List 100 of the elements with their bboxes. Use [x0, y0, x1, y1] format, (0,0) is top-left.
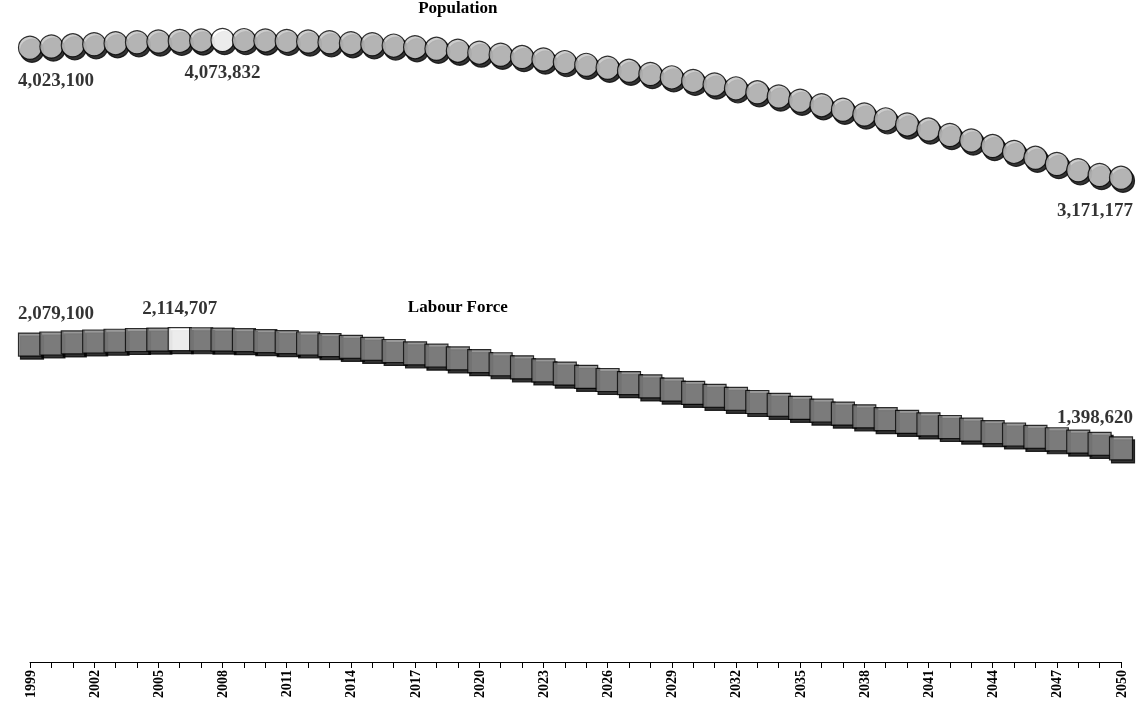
point — [509, 44, 535, 70]
point — [531, 47, 556, 72]
point — [1087, 431, 1112, 457]
data-label: 1,398,620 — [1057, 406, 1133, 428]
point — [552, 361, 577, 386]
point — [830, 97, 855, 122]
point — [852, 102, 877, 127]
point — [210, 27, 235, 53]
data-label: 4,023,100 — [18, 68, 94, 90]
point — [980, 133, 1005, 159]
point — [39, 34, 64, 59]
point — [274, 28, 299, 53]
point — [745, 80, 770, 105]
point — [638, 61, 663, 87]
x-tick-label: 2008 — [215, 670, 231, 698]
point — [39, 331, 64, 356]
x-tick-label: 2044 — [985, 670, 1001, 698]
point — [1023, 145, 1048, 170]
x-tick-label: 2038 — [856, 670, 872, 698]
point — [574, 52, 599, 77]
point — [702, 72, 727, 97]
point — [253, 28, 278, 53]
point — [82, 32, 107, 57]
point — [210, 327, 235, 352]
point — [253, 328, 278, 354]
point — [231, 28, 257, 53]
point — [103, 328, 128, 353]
point — [360, 32, 385, 57]
x-tick-label: 2020 — [471, 670, 487, 698]
data-label: 4,073,832 — [184, 61, 261, 83]
point — [809, 398, 834, 423]
x-tick-label: 1999 — [22, 670, 38, 698]
point — [1087, 162, 1112, 188]
x-tick-label: 2011 — [279, 670, 295, 698]
point — [766, 84, 791, 109]
point — [360, 336, 385, 361]
point — [595, 55, 620, 80]
point — [788, 88, 813, 113]
point — [916, 117, 941, 142]
point — [146, 327, 171, 352]
x-tick-label: 2032 — [728, 670, 744, 698]
point — [381, 33, 406, 58]
x-tick-label: 2017 — [407, 670, 423, 698]
point — [873, 107, 898, 132]
point — [60, 330, 85, 355]
point — [402, 35, 428, 60]
x-tick-label: 2050 — [1113, 670, 1129, 698]
point — [531, 358, 556, 383]
point — [959, 128, 984, 153]
series-label: Labour Force — [407, 297, 509, 317]
data-label: 2,114,707 — [142, 297, 218, 319]
x-tick-label: 2026 — [600, 670, 616, 698]
point — [445, 38, 470, 63]
point — [189, 28, 214, 53]
point — [916, 412, 941, 437]
point — [467, 40, 492, 65]
x-tick-label: 2029 — [664, 670, 680, 698]
point — [895, 112, 920, 137]
data-label: 3,171,177 — [1057, 198, 1134, 220]
point — [488, 42, 513, 67]
point — [1108, 436, 1134, 461]
x-tick-label: 2041 — [920, 670, 936, 698]
point — [167, 28, 192, 53]
point — [638, 374, 663, 399]
point — [937, 122, 962, 148]
point — [552, 50, 577, 75]
point — [723, 76, 749, 101]
point — [317, 332, 342, 358]
point — [17, 35, 43, 60]
point — [296, 29, 321, 54]
x-tick-label: 2002 — [86, 670, 102, 698]
point — [745, 389, 770, 415]
point — [980, 419, 1005, 445]
point — [1108, 165, 1134, 190]
point — [681, 68, 706, 93]
point — [852, 404, 877, 429]
x-tick-label: 2047 — [1049, 670, 1065, 698]
data-label: 2,079,100 — [18, 302, 94, 324]
point — [702, 383, 727, 408]
point — [103, 31, 128, 56]
point — [317, 30, 342, 55]
point — [1023, 424, 1048, 450]
point — [659, 377, 684, 402]
point — [659, 65, 684, 90]
point — [1044, 151, 1069, 177]
point — [616, 58, 642, 83]
point — [124, 30, 150, 55]
point — [338, 31, 363, 56]
x-tick-label: 2005 — [150, 670, 166, 698]
x-tick-label: 2014 — [343, 670, 359, 698]
point — [424, 343, 449, 368]
point — [830, 401, 855, 426]
x-tick-label: 2023 — [535, 670, 551, 698]
point — [60, 33, 85, 58]
x-tick-label: 2035 — [792, 670, 808, 698]
point — [595, 367, 620, 393]
point — [424, 36, 449, 61]
point — [146, 29, 171, 54]
point — [1066, 158, 1091, 183]
point — [488, 352, 513, 377]
